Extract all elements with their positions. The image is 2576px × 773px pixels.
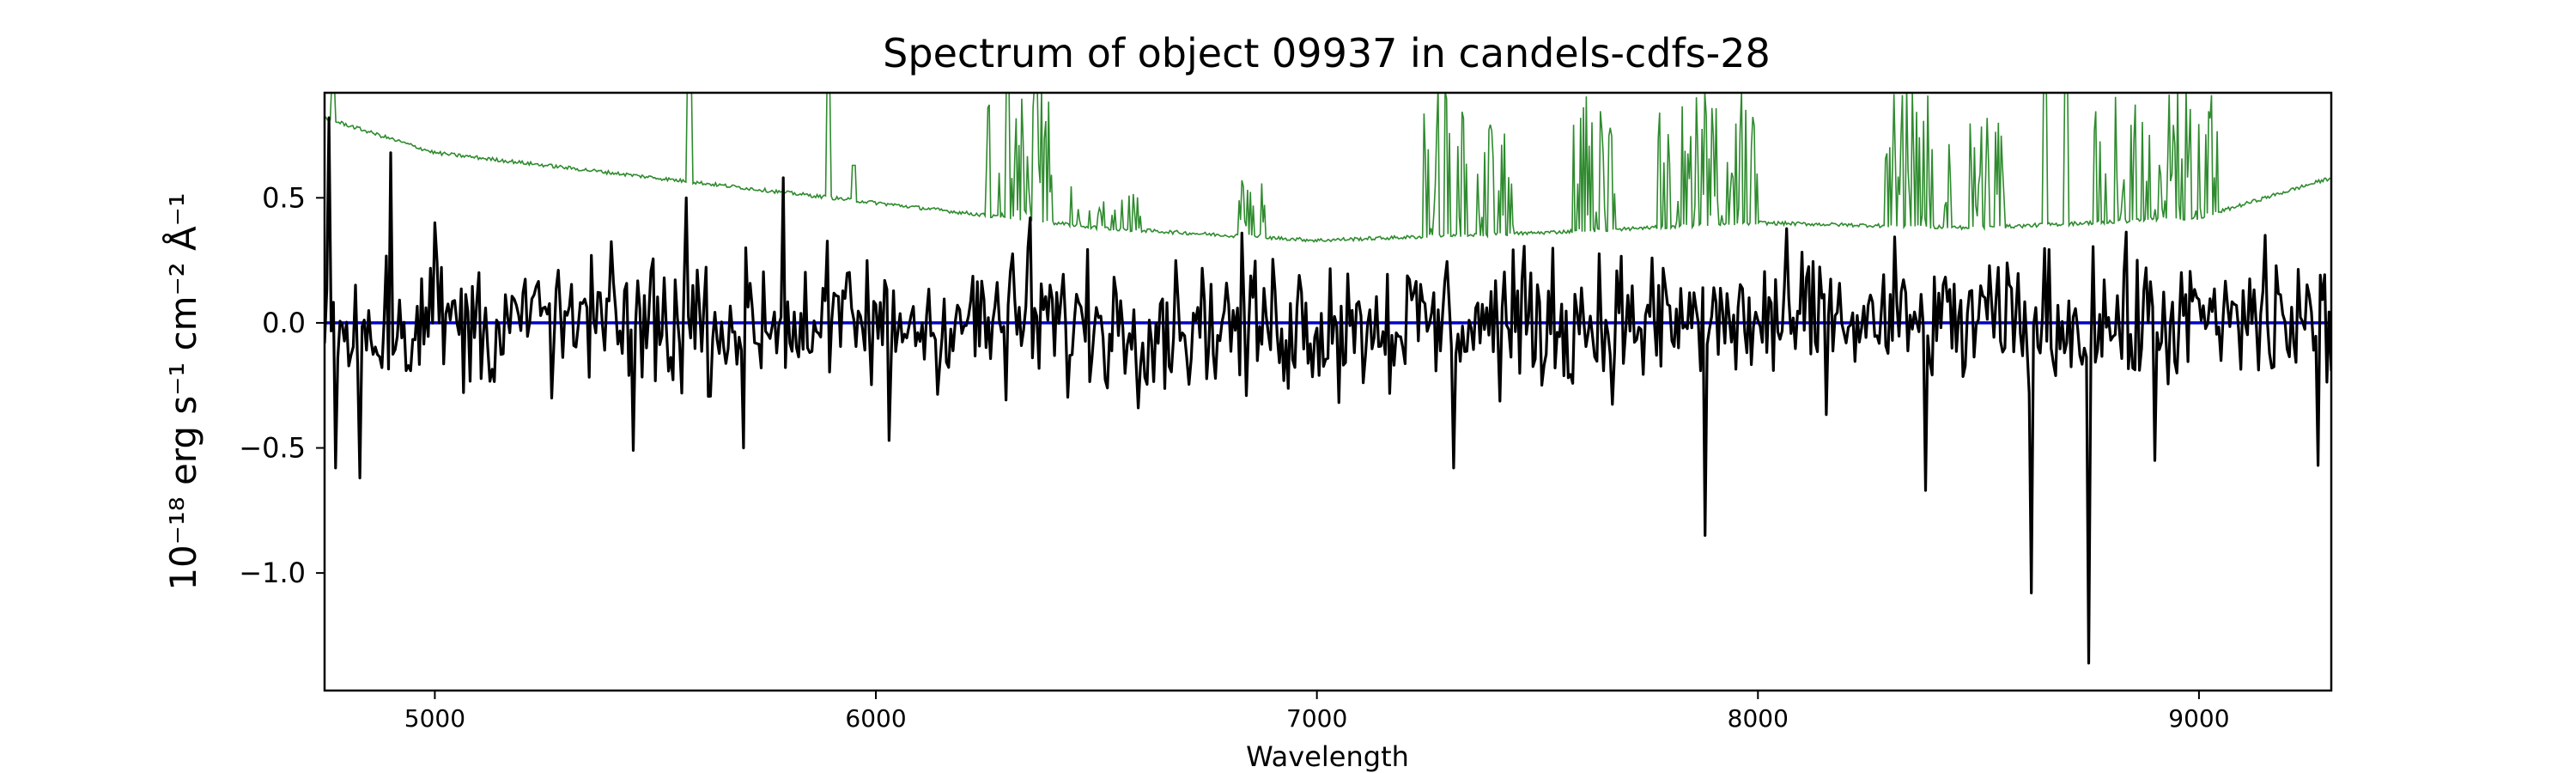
error-spectrum-line — [325, 93, 2331, 243]
flux-spectrum-line — [325, 116, 2331, 665]
x-tick-label: 6000 — [845, 704, 906, 733]
x-tick-label: 9000 — [2168, 704, 2229, 733]
y-tick-label: −1.0 — [239, 557, 306, 589]
series-layer — [325, 93, 2331, 665]
y-tick-label: 0.5 — [262, 181, 306, 214]
x-tick-label: 5000 — [404, 704, 465, 733]
y-tick-label: 0.0 — [262, 307, 306, 339]
chart-title: Spectrum of object 09937 in candels-cdfs… — [883, 30, 1771, 76]
y-axis-label: 10⁻¹⁸ erg s⁻¹ cm⁻² Å⁻¹ — [161, 192, 204, 590]
y-axis: −1.0 −0.5 0.0 0.5 — [239, 181, 325, 589]
x-tick-label: 8000 — [1728, 704, 1789, 733]
y-tick-label: −0.5 — [239, 432, 306, 465]
x-tick-label: 7000 — [1286, 704, 1347, 733]
x-axis-label: Wavelength — [1246, 740, 1409, 773]
x-axis: 5000 6000 7000 8000 9000 — [404, 691, 2230, 733]
plot-frame — [323, 91, 2333, 692]
